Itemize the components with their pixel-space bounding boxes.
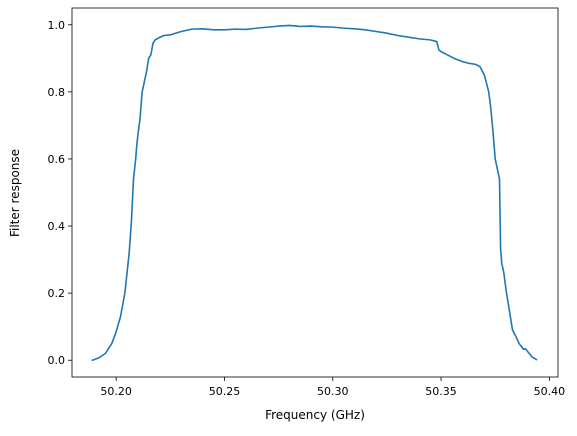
x-tick-label: 50.35: [425, 385, 457, 398]
x-tick-label: 50.20: [100, 385, 132, 398]
y-tick-label: 0.0: [48, 354, 66, 367]
plot-frame: [71, 7, 559, 378]
x-tick-label: 50.40: [534, 385, 566, 398]
y-tick-label: 0.8: [48, 86, 66, 99]
x-tick-label: 50.25: [209, 385, 241, 398]
y-axis-label: Filter response: [8, 149, 22, 237]
plot-area-background: [72, 8, 558, 377]
y-tick-label: 1.0: [48, 19, 66, 32]
y-tick-label: 0.4: [48, 220, 66, 233]
y-tick-label: 0.2: [48, 287, 66, 300]
filter-response-line: [91, 24, 538, 362]
y-tick-label: 0.6: [48, 153, 66, 166]
x-axis-ticks: 50.20 50.25 50.30 50.35 50.40: [100, 377, 565, 398]
x-axis-label: Frequency (GHz): [265, 408, 365, 422]
x-tick-label: 50.30: [317, 385, 349, 398]
y-axis-ticks: 0.0 0.2 0.4 0.6 0.8 1.0: [48, 19, 72, 367]
